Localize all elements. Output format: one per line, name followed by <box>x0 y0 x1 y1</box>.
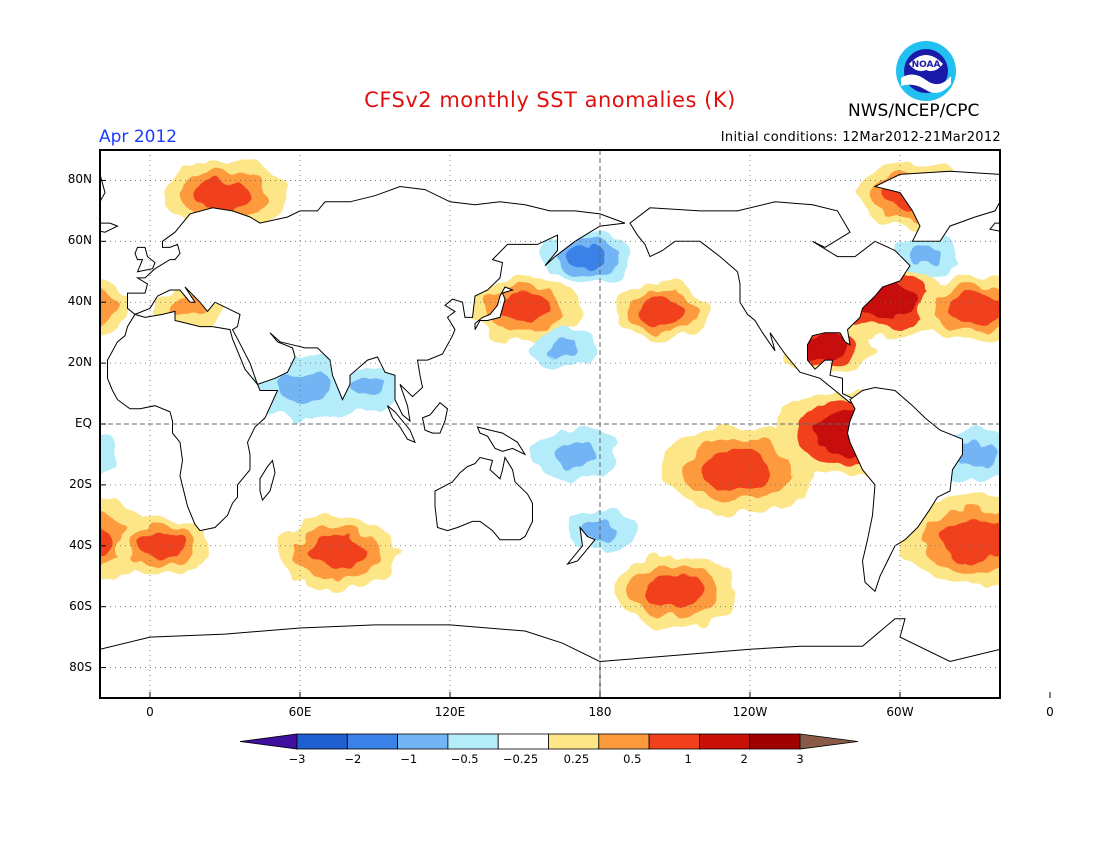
colorbar-segment <box>598 733 650 750</box>
landmass-iceland <box>100 222 119 233</box>
anomaly-region <box>908 247 942 267</box>
anomaly-region <box>353 377 387 397</box>
anomaly-region <box>171 298 204 318</box>
anomaly-region <box>308 534 367 569</box>
colorbar-segment <box>497 733 549 750</box>
latitude-label: 80S <box>69 659 92 674</box>
colorbar-segment <box>397 733 449 750</box>
landmass-japan <box>474 286 514 330</box>
latitude-label: 20N <box>67 355 92 370</box>
landmass-borneo <box>421 401 449 434</box>
anomaly-region <box>140 532 185 559</box>
colorbar-level-label: −2 <box>344 752 362 766</box>
colorbar-level-label: 3 <box>796 752 804 766</box>
landmass-iceland <box>989 222 1000 232</box>
colorbar-level-label: −3 <box>288 752 306 766</box>
longitude-label: 180 <box>588 705 612 719</box>
colorbar-segment <box>648 733 700 750</box>
colorbar-segment <box>749 733 801 750</box>
longitude-label: 0 <box>1046 705 1054 719</box>
colorbar-level-label: −0.25 <box>502 752 539 766</box>
anomaly-field <box>100 159 1000 628</box>
longitude-label: 120W <box>732 705 768 719</box>
latitude-label: 60N <box>67 233 92 248</box>
anomaly-region <box>953 442 997 467</box>
latitude-label: 60S <box>69 598 92 613</box>
landmass-greenland <box>100 173 106 203</box>
colorbar-high-arrow <box>799 733 859 750</box>
colorbar-segment <box>699 733 751 750</box>
anomaly-region <box>566 244 609 269</box>
colorbar-segment <box>296 733 348 750</box>
longitude-label: 60E <box>288 705 312 719</box>
anomaly-region <box>701 448 774 491</box>
colorbar-level-label: 1 <box>684 752 692 766</box>
anomaly-region <box>546 338 579 358</box>
initial-conditions: Initial conditions: 12Mar2012-21Mar2012 <box>720 130 1001 145</box>
logo-text: NOAA <box>912 60 941 70</box>
forecast-month: Apr 2012 <box>99 127 178 147</box>
longitude-label: 0 <box>146 705 154 719</box>
anomaly-region <box>100 279 131 338</box>
map-title: CFSv2 monthly SST anomalies (K) <box>364 88 736 112</box>
anomaly-region <box>100 290 115 327</box>
anomaly-region <box>100 432 120 477</box>
latitude-label: 20S <box>69 476 92 491</box>
anomaly-region <box>278 372 332 403</box>
landmass-south-america <box>846 386 963 593</box>
landmass-australia <box>434 456 533 541</box>
graticule <box>100 150 1000 698</box>
anomaly-region <box>100 524 111 555</box>
colorbar-level-label: −1 <box>400 752 418 766</box>
anomaly-region <box>948 293 1000 324</box>
colorbar-segment <box>447 733 499 750</box>
landmass-antarctica <box>599 618 1000 698</box>
anomaly-region <box>645 574 705 609</box>
colorbar-segment <box>548 733 600 750</box>
anomaly-region <box>498 293 552 324</box>
landmass-sumatra <box>387 405 416 444</box>
anomaly-region <box>553 442 597 467</box>
landmass-new-zealand <box>566 525 596 565</box>
anomaly-region <box>802 334 848 361</box>
colorbar-level-label: 0.25 <box>563 752 590 766</box>
axis-ticks <box>100 179 1051 698</box>
anomaly-region <box>195 178 255 213</box>
anomaly-region <box>640 298 685 325</box>
noaa-logo: NOAA <box>896 41 956 101</box>
anomaly-region <box>100 442 108 467</box>
latitude-label: EQ <box>74 416 92 430</box>
landmass-antarctica <box>100 624 601 698</box>
colorbar-level-label: 0.5 <box>623 752 642 766</box>
latitude-label: 40N <box>67 294 92 309</box>
landmass-africa <box>107 310 279 532</box>
latitude-label: 40S <box>69 537 92 552</box>
longitude-label: 120E <box>434 705 466 719</box>
anomaly-region <box>939 518 1000 561</box>
latitude-label: 80N <box>67 172 92 187</box>
colorbar-level-label: −0.5 <box>450 752 479 766</box>
colorbar-level-label: 2 <box>740 752 748 766</box>
longitude-label: 60W <box>886 705 914 719</box>
colorbar-low-arrow <box>239 733 298 750</box>
landmass-new-guinea <box>476 426 527 456</box>
landmass-greenland <box>873 170 1000 242</box>
colorbar-segment <box>346 733 398 750</box>
agency-label: NWS/NCEP/CPC <box>848 101 980 121</box>
landmass-madagascar <box>259 459 276 502</box>
landmass-eurasia <box>127 185 626 423</box>
